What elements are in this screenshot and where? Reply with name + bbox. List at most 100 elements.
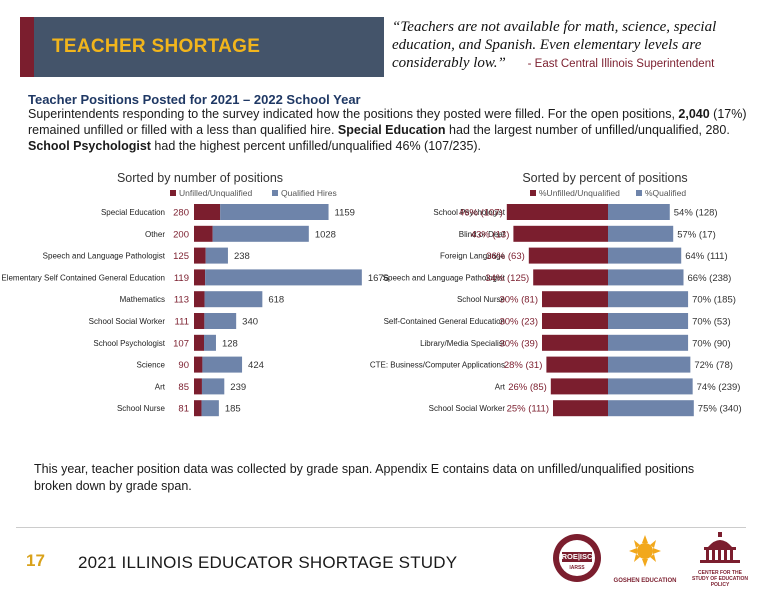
left-bar-qualified xyxy=(201,378,225,395)
right-category-label: School Social Worker xyxy=(429,404,506,413)
center-logo-text: CENTER FOR THE STUDY OF EDUCATION POLICY xyxy=(692,570,748,588)
right-category-label: School Psychologist xyxy=(433,208,505,217)
left-bar-unfilled xyxy=(194,313,205,329)
left-bar-qualified xyxy=(205,269,362,286)
left-unfilled-value-label: 125 xyxy=(173,251,189,262)
left-qualified-value-label: 1159 xyxy=(335,208,355,219)
left-category-label: School Social Worker xyxy=(89,317,166,326)
right-bar-qualified xyxy=(608,269,684,286)
right-bar-qualified xyxy=(608,204,670,220)
left-bar-unfilled xyxy=(194,204,221,220)
left-unfilled-value-label: 119 xyxy=(174,273,189,284)
left-bar-qualified xyxy=(212,225,309,242)
right-bar-unfilled xyxy=(506,204,608,220)
right-bar-qualified xyxy=(608,291,689,308)
right-bar-qualified xyxy=(608,378,693,395)
left-category-label: School Nurse xyxy=(117,404,166,413)
left-category-label: Elementary Self Contained General Educat… xyxy=(1,273,165,282)
right-qualified-value-label: 74% (239) xyxy=(697,382,741,393)
iarss-logo-text: IARSS xyxy=(569,565,585,571)
right-bar-unfilled xyxy=(546,356,608,373)
right-unfilled-value-label: 34% (125) xyxy=(485,273,529,284)
right-unfilled-value-label: 30% (39) xyxy=(499,338,538,349)
left-bar-unfilled xyxy=(194,378,202,395)
intro-text-4: had the highest percent unfilled/unquali… xyxy=(150,139,482,153)
left-category-label: Special Education xyxy=(101,208,165,217)
left-category-label: Mathematics xyxy=(120,295,165,304)
goshen-education-logo: GOSHEN EDUCATION xyxy=(612,533,678,585)
right-legend-label-unfilled: %Unfilled/Unqualified xyxy=(539,188,620,198)
left-legend-swatch-qualified xyxy=(272,190,278,196)
right-qualified-value-label: 54% (128) xyxy=(674,208,718,219)
left-category-label: Speech and Language Pathologist xyxy=(43,252,166,261)
left-unfilled-value-label: 113 xyxy=(174,295,189,306)
right-bar-qualified xyxy=(608,313,689,329)
right-qualified-value-label: 57% (17) xyxy=(677,229,716,240)
right-bar-unfilled xyxy=(528,247,608,264)
right-category-label: Blind or Deaf xyxy=(459,230,506,239)
intro-text-1: Superintendents responding to the survey… xyxy=(28,107,679,121)
right-unfilled-value-label: 30% (81) xyxy=(499,295,538,306)
left-qualified-value-label: 128 xyxy=(222,338,238,349)
right-unfilled-value-label: 36% (63) xyxy=(486,251,525,262)
right-bar-unfilled xyxy=(542,313,608,329)
right-qualified-value-label: 70% (53) xyxy=(692,317,731,328)
intro-bold-total: 2,040 xyxy=(678,107,710,121)
left-unfilled-value-label: 111 xyxy=(175,317,189,328)
right-unfilled-value-label: 26% (85) xyxy=(508,382,547,393)
right-unfilled-value-label: 25% (111) xyxy=(507,404,549,415)
right-category-label: CTE: Business/Computer Applications xyxy=(370,361,505,370)
right-bar-qualified xyxy=(608,356,691,373)
left-bar-unfilled xyxy=(194,269,206,286)
right-bar-unfilled xyxy=(553,400,608,417)
roe-isc-logo: ROE|ISC IARSS xyxy=(552,533,602,583)
right-category-label: Library/Media Specialist xyxy=(420,339,506,348)
left-legend-label-unfilled: Unfilled/Unqualified xyxy=(179,188,253,198)
intro-bold-sped: Special Education xyxy=(337,123,446,137)
quote-text: “Teachers are not available for math, sc… xyxy=(392,19,717,71)
right-qualified-value-label: 72% (78) xyxy=(694,360,733,371)
left-qualified-value-label: 424 xyxy=(248,360,264,371)
right-unfilled-value-label: 46% (107) xyxy=(459,208,503,219)
right-legend-swatch-qualified xyxy=(636,190,642,196)
left-qualified-value-label: 239 xyxy=(230,382,246,393)
quote-attribution: - East Central Illinois Superintendent xyxy=(527,58,715,70)
left-qualified-value-label: 185 xyxy=(225,404,241,415)
grade-span-note: This year, teacher position data was col… xyxy=(34,462,695,493)
right-bar-qualified xyxy=(608,247,682,264)
right-unfilled-value-label: 30% (23) xyxy=(499,317,538,328)
center-education-policy-logo: CENTER FOR THE STUDY OF EDUCATION POLICY xyxy=(690,531,750,588)
right-qualified-value-label: 75% (340) xyxy=(698,404,742,415)
left-unfilled-value-label: 90 xyxy=(178,360,189,371)
left-bar-unfilled xyxy=(194,247,206,264)
left-unfilled-value-label: 85 xyxy=(178,382,189,393)
left-bar-qualified xyxy=(201,400,219,417)
left-unfilled-value-label: 81 xyxy=(178,404,189,415)
right-category-label: Art xyxy=(495,382,506,391)
right-bar-qualified xyxy=(608,225,674,242)
right-bar-qualified xyxy=(608,334,689,351)
right-category-label: Foreign Language xyxy=(440,252,505,261)
intro-text-2: (17%) remained unfilled or filled with a… xyxy=(28,107,747,137)
right-bar-unfilled xyxy=(550,378,608,395)
left-bar-qualified xyxy=(202,356,243,373)
right-qualified-value-label: 66% (238) xyxy=(688,273,732,284)
right-qualified-value-label: 70% (90) xyxy=(692,338,731,349)
right-bar-unfilled xyxy=(513,225,608,242)
title-banner xyxy=(20,17,384,77)
goshen-logo-text: GOSHEN EDUCATION xyxy=(613,578,677,584)
right-bar-unfilled xyxy=(542,291,608,308)
left-bar-qualified xyxy=(204,313,237,329)
left-chart-title: Sorted by number of positions xyxy=(117,171,283,185)
left-bar-qualified xyxy=(220,204,329,220)
right-qualified-value-label: 64% (111) xyxy=(685,251,727,262)
left-category-label: Other xyxy=(145,230,165,239)
left-legend-swatch-unfilled xyxy=(170,190,176,196)
charts-area: Sorted by number of positions Unfilled/Un… xyxy=(1,171,742,417)
left-category-label: Science xyxy=(137,361,166,370)
right-category-label: Self-Contained General Education xyxy=(384,317,505,326)
left-bar-unfilled xyxy=(194,400,202,417)
right-bar-unfilled xyxy=(533,269,608,286)
right-qualified-value-label: 70% (185) xyxy=(692,295,736,306)
right-bar-qualified xyxy=(608,400,694,417)
